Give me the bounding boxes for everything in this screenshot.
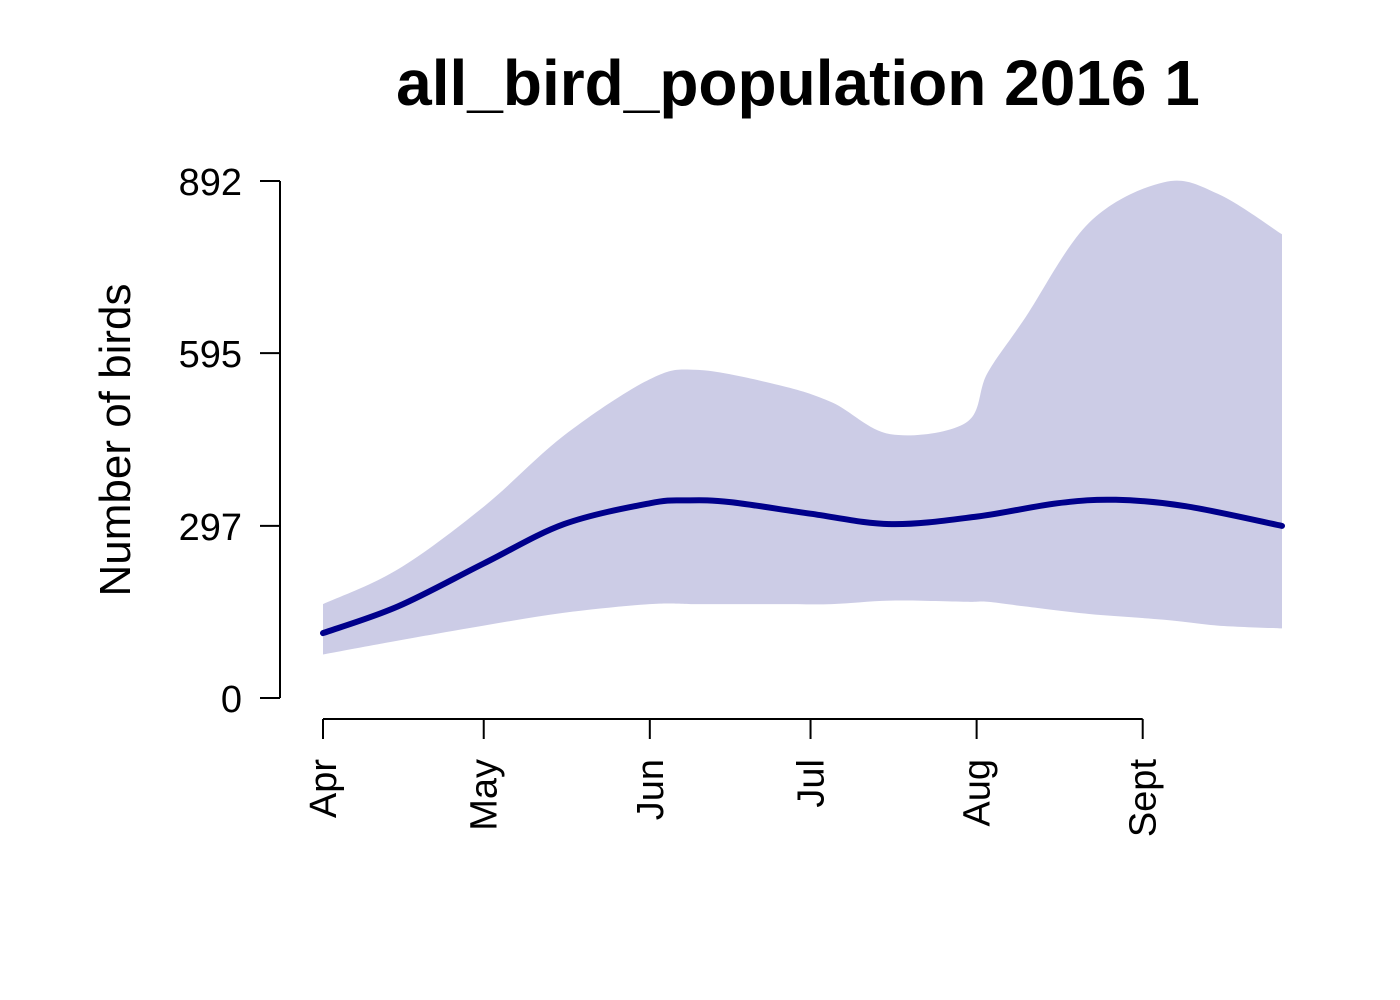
x-tick-label: Sept — [1123, 759, 1165, 838]
x-tick-label: Jul — [791, 759, 833, 808]
mean-line — [320, 496, 1285, 637]
y-tick-label: 595 — [179, 334, 242, 376]
confidence-band — [323, 180, 1282, 655]
y-axis-title: Number of birds — [91, 283, 140, 596]
y-axis-ticks: 0 297 595 892 — [179, 162, 280, 721]
chart-title: all_bird_population 2016 1 — [396, 47, 1200, 119]
x-tick-label: Apr — [303, 759, 345, 818]
x-tick-label: Jun — [630, 759, 672, 820]
x-tick-label: Aug — [957, 759, 999, 827]
y-tick-label: 297 — [179, 507, 242, 549]
y-tick-label: 0 — [221, 679, 242, 721]
x-axis-ticks: Apr May Jun Jul Aug Sept — [303, 719, 1165, 837]
y-tick-label: 892 — [179, 162, 242, 204]
x-tick-label: May — [464, 759, 506, 831]
